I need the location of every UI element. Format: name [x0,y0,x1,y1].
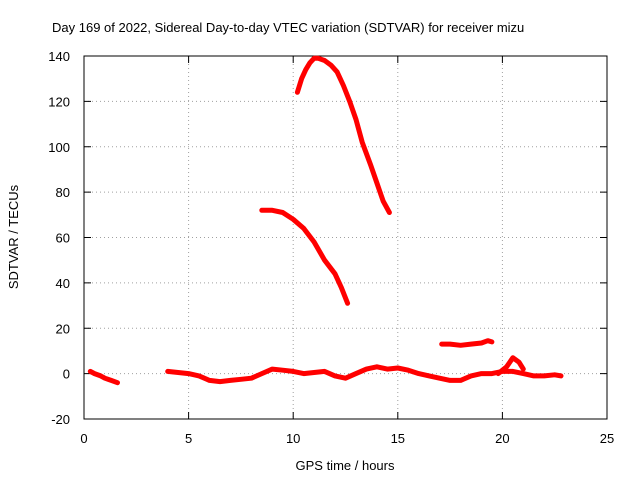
y-axis-label: SDTVAR / TECUs [6,184,21,289]
y-tick-label: 20 [56,321,70,336]
x-tick-label: 20 [495,431,509,446]
y-tick-label: 120 [48,94,70,109]
series-line-arc-late [439,338,495,348]
tick-labels: 0 5 10 15 20 25 -20 0 20 40 60 80 100 120 140 [48,49,614,446]
series-line-arc-mid [259,207,351,306]
data-series [87,55,564,386]
y-tick-label: 60 [56,231,70,246]
x-tick-label: 15 [391,431,405,446]
chart-title: Day 169 of 2022, Sidereal Day-to-day VTE… [52,20,524,35]
y-tick-label: 100 [48,140,70,155]
series-line-arc-baseline-spike [495,355,526,377]
y-tick-label: 0 [63,367,70,382]
x-tick-label: 10 [286,431,300,446]
grid-lines [84,56,607,419]
y-tick-label: -20 [51,412,70,427]
y-tick-label: 40 [56,276,70,291]
x-axis-label: GPS time / hours [296,458,395,473]
y-tick-label: 80 [56,185,70,200]
x-tick-label: 25 [600,431,614,446]
series-line-arc-peak [294,55,392,215]
x-tick-label: 0 [80,431,87,446]
x-tick-label: 5 [185,431,192,446]
y-tick-label: 140 [48,49,70,64]
series-line-arc-early [87,368,120,386]
